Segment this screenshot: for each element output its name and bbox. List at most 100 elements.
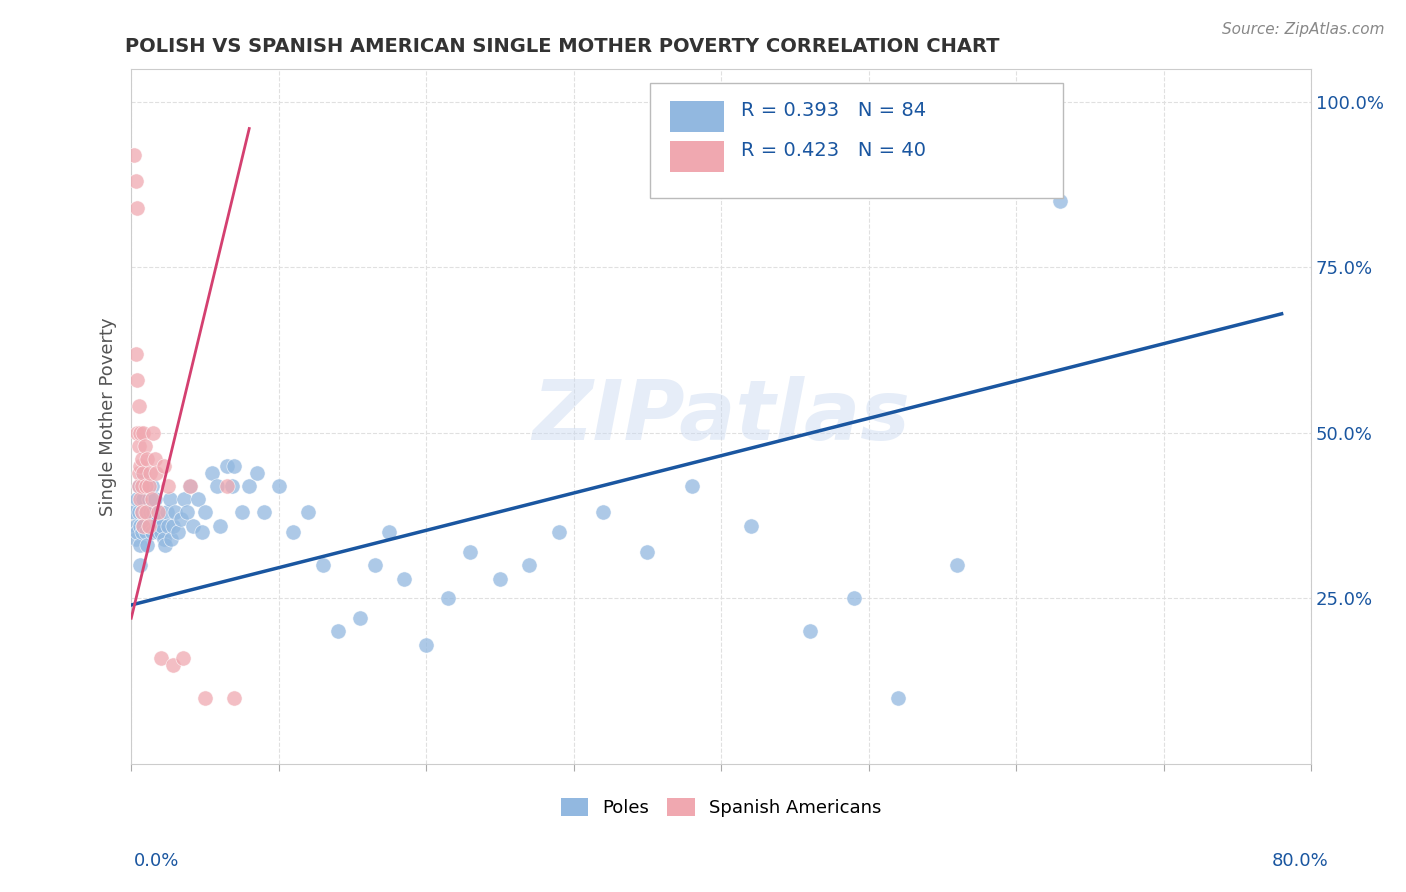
Point (548, 525, 571, 540)
Point (131, 452, 153, 467)
Point (378, 525, 401, 540)
Point (946, 558, 969, 573)
Point (129, 492, 152, 507)
Point (205, 479, 228, 493)
Point (246, 466, 269, 480)
Point (122, 148, 145, 162)
Point (312, 558, 335, 573)
Point (141, 525, 163, 540)
Point (167, 525, 190, 540)
Point (124, 532, 146, 546)
Point (131, 525, 153, 540)
Point (187, 492, 209, 507)
Point (131, 466, 153, 480)
Point (139, 505, 162, 519)
Text: 80.0%: 80.0% (1272, 852, 1329, 870)
Point (134, 479, 156, 493)
Point (217, 458, 239, 473)
Point (194, 505, 217, 519)
Point (129, 558, 152, 573)
Point (253, 505, 276, 519)
Point (138, 479, 160, 493)
Point (146, 525, 169, 540)
FancyBboxPatch shape (671, 101, 724, 132)
Point (217, 479, 239, 493)
Point (283, 525, 305, 540)
Point (129, 425, 152, 440)
Point (131, 505, 153, 519)
Point (179, 479, 201, 493)
Point (131, 505, 153, 519)
Point (135, 525, 157, 540)
Point (1049, 194, 1071, 209)
Point (740, 518, 762, 533)
Point (172, 651, 194, 665)
Point (128, 505, 150, 519)
Point (152, 458, 174, 473)
Point (145, 466, 167, 480)
Point (127, 373, 149, 387)
Point (127, 525, 149, 540)
Point (131, 479, 153, 493)
FancyBboxPatch shape (651, 83, 1063, 197)
Point (842, 591, 865, 606)
Point (128, 400, 150, 414)
Point (519, 558, 541, 573)
Point (224, 458, 246, 473)
Point (128, 479, 150, 493)
Point (489, 572, 512, 586)
Point (363, 558, 385, 573)
Point (134, 505, 156, 519)
Point (297, 505, 319, 519)
Point (136, 538, 159, 552)
Point (887, 690, 910, 705)
Point (157, 518, 180, 533)
Point (159, 492, 181, 507)
Point (173, 492, 195, 507)
Point (231, 505, 253, 519)
Point (349, 611, 371, 625)
Point (156, 505, 179, 519)
Point (128, 439, 150, 453)
Point (132, 518, 155, 533)
Point (170, 512, 193, 526)
Point (326, 624, 349, 639)
Point (460, 545, 482, 559)
Point (149, 651, 172, 665)
Point (138, 492, 160, 507)
Text: ZIPatlas: ZIPatlas (533, 376, 910, 457)
FancyBboxPatch shape (671, 141, 724, 172)
Point (146, 505, 169, 519)
Point (149, 525, 172, 540)
Y-axis label: Single Mother Poverty: Single Mother Poverty (100, 317, 117, 516)
Point (181, 518, 204, 533)
Point (162, 518, 184, 533)
Point (132, 518, 155, 533)
Point (141, 479, 163, 493)
Point (179, 479, 201, 493)
Point (139, 466, 162, 480)
Point (201, 466, 224, 480)
Point (127, 425, 149, 440)
Point (127, 492, 149, 507)
Point (129, 518, 152, 533)
Text: 0.0%: 0.0% (134, 852, 179, 870)
Point (135, 479, 157, 493)
Point (208, 518, 231, 533)
Point (681, 479, 703, 493)
Point (157, 479, 180, 493)
Point (124, 346, 146, 360)
Point (134, 439, 156, 453)
Point (129, 458, 152, 473)
Point (138, 518, 160, 533)
Point (136, 452, 159, 467)
Point (799, 624, 821, 639)
Point (148, 505, 170, 519)
Point (194, 690, 217, 705)
Point (138, 518, 160, 533)
Text: POLISH VS SPANISH AMERICAN SINGLE MOTHER POVERTY CORRELATION CHART: POLISH VS SPANISH AMERICAN SINGLE MOTHER… (125, 37, 1000, 56)
Point (221, 479, 243, 493)
Point (165, 505, 187, 519)
Point (437, 591, 460, 606)
Point (124, 174, 146, 188)
